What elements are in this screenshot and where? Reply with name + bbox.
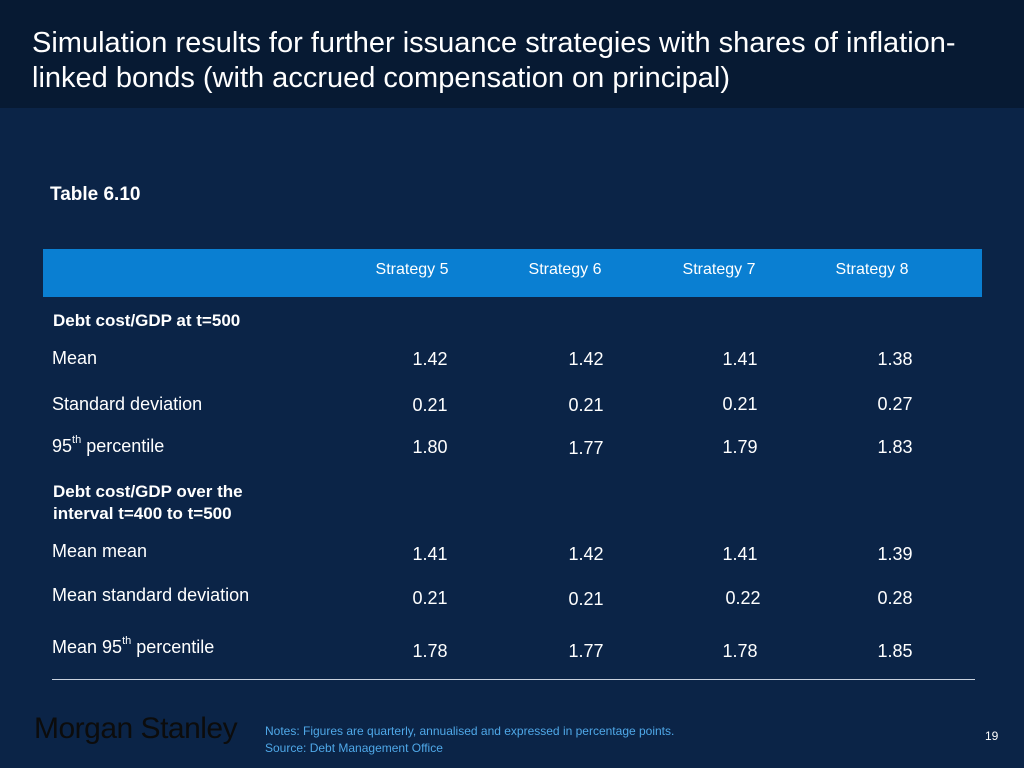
page-number: 19 [985,729,999,743]
table-cell: 1.85 [877,641,913,661]
morgan-stanley-logo: Morgan Stanley [34,712,238,745]
table-cell: 0.22 [725,588,761,608]
table-cell: 1.41 [412,544,448,564]
table-cell: 1.42 [568,349,604,369]
table-cell: 1.38 [877,349,913,369]
table-label: Table 6.10 [50,184,141,205]
table-cell: 1.41 [722,349,758,369]
row-label-mean-mean: Mean mean [52,541,148,561]
table-cell: 1.79 [722,437,758,457]
table-cell: 1.42 [568,544,604,564]
section-heading-interval: Debt cost/GDP over the interval t=400 to … [53,482,243,523]
table-cell: 0.21 [568,395,604,415]
column-header-strategy-7: Strategy 7 [682,261,756,278]
column-header-strategy-5: Strategy 5 [375,261,449,278]
table-notes: Notes: Figures are quarterly, annualised… [265,724,675,755]
section-heading-t500: Debt cost/GDP at t=500 [53,311,241,330]
table-cell: 0.28 [877,588,913,608]
row-label-95th-percentile: 95th percentile [52,434,165,456]
table-cell: 0.21 [568,589,604,609]
table-bottom-rule [52,679,975,680]
table-cell: 0.21 [412,395,448,415]
row-label-mean-standard-deviation: Mean standard deviation [52,585,250,605]
table-cell: 1.78 [412,641,448,661]
table-cell: 0.21 [722,394,758,414]
table-cell: 1.77 [568,641,604,661]
table-cell: 1.83 [877,437,913,457]
table-cell: 1.39 [877,544,913,564]
row-label-mean: Mean [52,348,98,368]
table-cell: 0.27 [877,394,913,414]
table-cell: 1.41 [722,544,758,564]
row-label-standard-deviation: Standard deviation [52,394,203,414]
table-cell: 1.77 [568,438,604,458]
table-header-row [43,249,982,297]
table-cell: 1.80 [412,437,448,457]
row-label-mean-95th-percentile: Mean 95th percentile [52,635,215,657]
title-bar [0,0,1024,108]
table-cell: 1.42 [412,349,448,369]
slide-title: Simulation results for further issuance … [32,27,956,94]
table-cell: 1.78 [722,641,758,661]
column-header-strategy-6: Strategy 6 [528,261,602,278]
column-header-strategy-8: Strategy 8 [835,261,909,278]
table-cell: 0.21 [412,588,448,608]
